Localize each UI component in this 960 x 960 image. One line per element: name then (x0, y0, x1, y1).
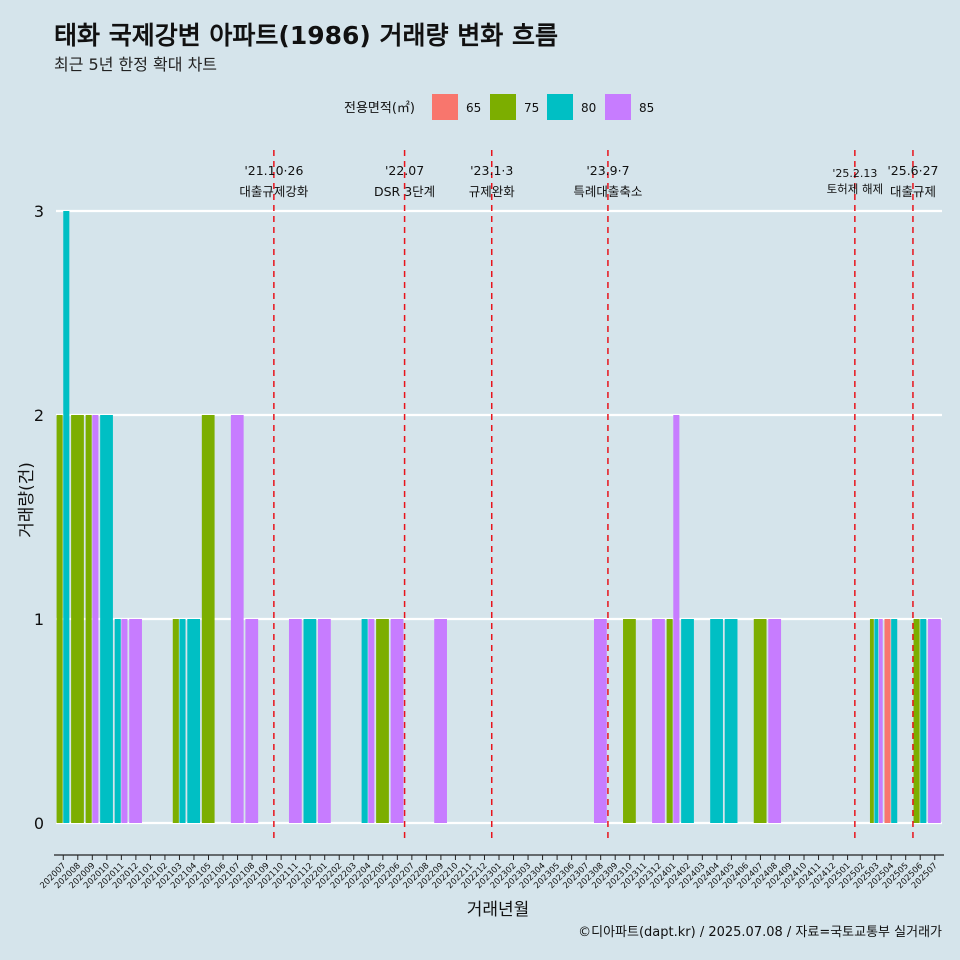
event-label: DSR 3단계 (374, 184, 435, 199)
bar-202401-85 (673, 415, 680, 823)
legend-label-65: 65 (466, 101, 481, 115)
legend-swatch-75 (490, 94, 516, 120)
chart-title: 태화 국제강변 아파트(1986) 거래량 변화 흐름 (54, 21, 558, 50)
y-tick-label: 0 (34, 814, 44, 833)
bar-202007-80 (63, 211, 70, 823)
bar-202012-85 (129, 619, 142, 823)
bar-202308-85 (593, 619, 607, 823)
bar-202008-75 (71, 415, 84, 823)
bars (56, 211, 941, 823)
bar-202506-80 (920, 619, 927, 823)
event-label: 대출규제 (890, 184, 936, 199)
event-date: '25.6·27 (887, 163, 938, 178)
bar-202204-85 (368, 619, 375, 823)
bar-202201-85 (318, 619, 331, 823)
x-axis-label: 거래년월 (467, 900, 530, 920)
bar-202112-80 (303, 619, 317, 823)
caption: ©디아파트(dapt.kr) / 2025.07.08 / 자료=국토교통부 실… (578, 925, 942, 940)
event-label: 대출규제강화 (239, 184, 309, 199)
x-axis: 2020072020082020092020102020112020122021… (38, 854, 944, 891)
bar-202204-80 (361, 619, 368, 823)
bar-202103-80 (179, 619, 186, 823)
bar-202105-75 (201, 415, 215, 823)
event-date: '23.1·3 (470, 163, 513, 178)
bar-202011-80 (114, 619, 121, 823)
bar-202010-80 (100, 415, 113, 823)
bar-202209-85 (434, 619, 447, 823)
event-date: '21.10·26 (244, 163, 303, 178)
bar-202504-80 (891, 619, 898, 823)
bar-202009-85 (92, 415, 99, 823)
y-tick-label: 2 (34, 406, 44, 425)
annotations: '21.10·26 대출규제강화 '22.07 DSR 3단계 '23.1·3 규제완화 '… (239, 150, 939, 843)
y-tick-label: 1 (34, 610, 44, 629)
event-label: 규제완화 (469, 184, 516, 199)
legend-label-80: 80 (581, 101, 596, 115)
event-label: 토허제 해제 (827, 182, 884, 196)
bar-202206-85 (390, 619, 404, 823)
bar-202009-75 (85, 415, 92, 823)
bar-202506-75 (913, 619, 920, 823)
y-axis-label: 거래량(건) (17, 462, 37, 538)
bar-202104-80 (187, 619, 201, 823)
y-axis: 0 1 2 3 (34, 202, 44, 833)
bar-202401-75 (666, 619, 673, 823)
event-label: 특례대출축소 (573, 184, 642, 199)
chart-subtitle: 최근 5년 한정 확대 차트 (54, 55, 217, 74)
y-tick-label: 3 (34, 202, 44, 221)
bar-202408-85 (768, 619, 782, 823)
bar-202011-85 (121, 619, 128, 823)
bar-202310-75 (623, 619, 636, 823)
bar-202503-85 (878, 619, 883, 823)
legend-title: 전용면적(㎡) (344, 101, 415, 116)
bar-202407-75 (753, 619, 767, 823)
bar-202405-80 (724, 619, 738, 823)
legend-swatch-65 (432, 94, 458, 120)
bar-202503-75 (869, 619, 874, 823)
bar-202103-75 (172, 619, 179, 823)
bar-202404-80 (710, 619, 723, 823)
bar-202402-80 (681, 619, 694, 823)
bar-202503-80 (874, 619, 879, 823)
legend-swatch-80 (547, 94, 573, 120)
bar-202007-75 (56, 415, 63, 823)
bar-202504-65 (884, 619, 891, 823)
bar-202312-85 (652, 619, 665, 823)
bar-202107-85 (230, 415, 244, 823)
event-date: '23.9·7 (586, 163, 629, 178)
legend-label-75: 75 (524, 101, 539, 115)
bar-202111-85 (288, 619, 302, 823)
legend-swatch-85 (605, 94, 631, 120)
bar-202507-85 (928, 619, 941, 823)
legend: 전용면적(㎡) 65 75 80 85 (344, 94, 654, 120)
bar-202108-85 (245, 619, 259, 823)
legend-label-85: 85 (639, 101, 654, 115)
bar-202205-75 (376, 619, 389, 823)
event-date: '22.07 (385, 163, 424, 178)
event-date: '25.2.13 (832, 167, 877, 180)
